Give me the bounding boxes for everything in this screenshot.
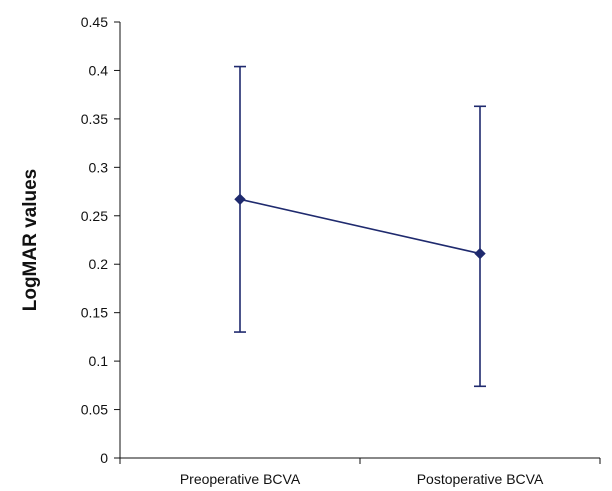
series-line (239, 198, 481, 255)
y-tick-label: 0.2 (89, 256, 109, 272)
y-axis-title: LogMAR values (20, 169, 41, 312)
data-point-marker (234, 193, 246, 206)
x-category-label: Postoperative BCVA (417, 471, 544, 487)
y-tick-label: 0.45 (81, 14, 108, 30)
series-layer (234, 65, 486, 388)
y-tick-label: 0.3 (89, 159, 109, 175)
y-tick-label: 0.35 (81, 111, 108, 127)
x-category-label: Preoperative BCVA (180, 471, 301, 487)
axes (119, 22, 600, 459)
y-tick-label: 0.4 (89, 62, 109, 78)
y-tick-label: 0 (100, 450, 108, 466)
y-tick-label: 0.05 (81, 402, 108, 418)
y-tick-label: 0.25 (81, 208, 108, 224)
y-tick-label: 0.1 (89, 353, 109, 369)
data-point-marker (474, 247, 486, 260)
y-axis-ticks: 0 0.05 0.1 0.15 0.2 0.25 0.3 0.35 0.4 0.45 (81, 14, 120, 466)
y-tick-label: 0.15 (81, 305, 108, 321)
x-axis-ticks: Preoperative BCVA Postoperative BCVA (119, 458, 601, 487)
